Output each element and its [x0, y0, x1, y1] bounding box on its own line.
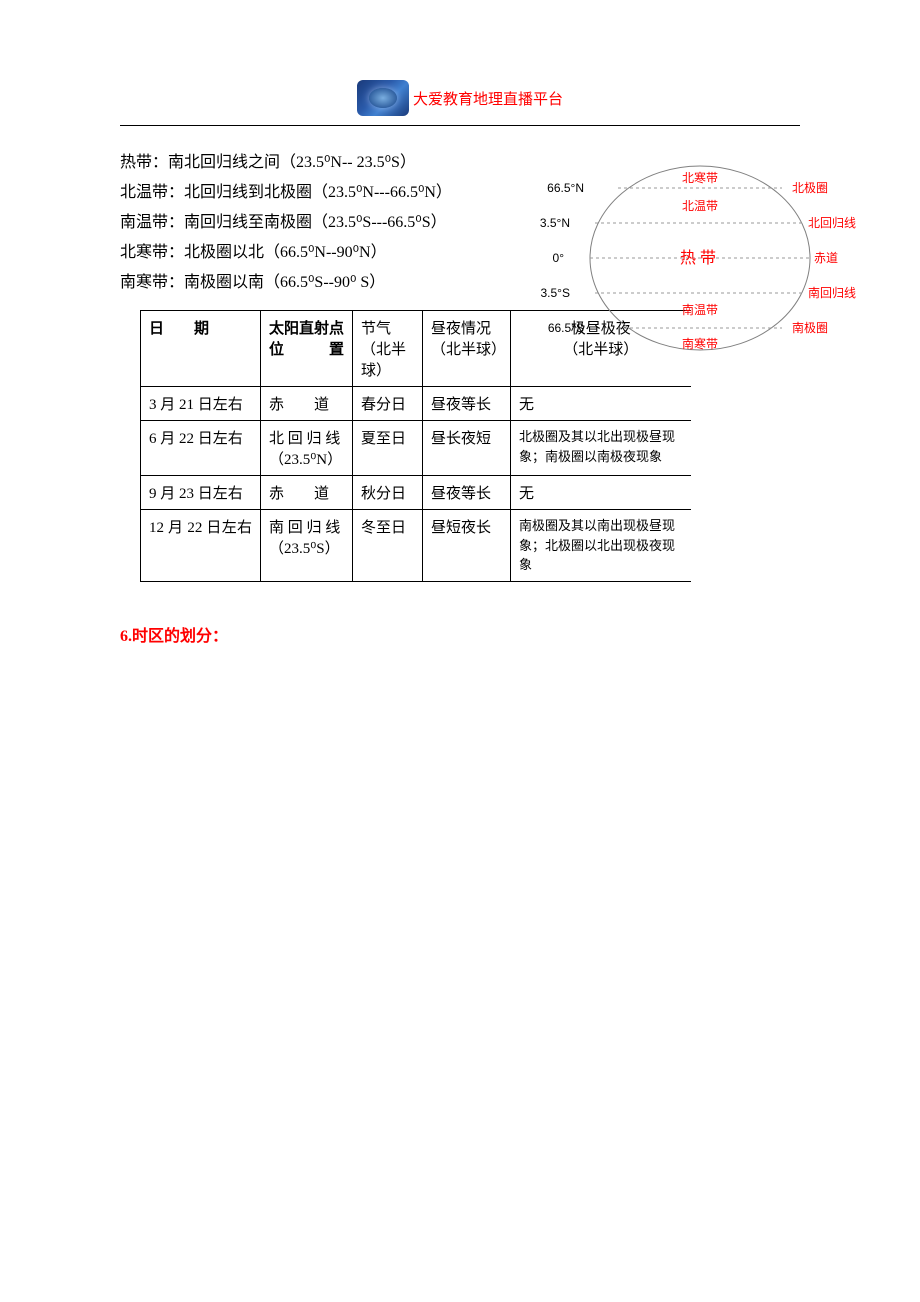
svg-text:23.5°S: 23.5°S [540, 286, 570, 300]
header-term: 节气 （北半球） [353, 311, 423, 387]
header-title: 大爱教育地理直播平台 [413, 88, 563, 109]
section-6-title: 6.时区的划分： [120, 622, 800, 646]
content-area: 热带：南北回归线之间（23.5⁰N-- 23.5⁰S） 北温带：北回归线到北极圈… [120, 148, 800, 646]
svg-text:热带: 热带 [680, 249, 720, 267]
svg-text:南温带: 南温带 [682, 302, 718, 317]
cell-daynight: 昼夜等长 [423, 476, 511, 510]
svg-text:南寒带: 南寒带 [682, 336, 718, 351]
cell-date: 6 月 22 日左右 [141, 421, 261, 476]
svg-text:南回归线: 南回归线 [808, 285, 856, 300]
cell-term: 夏至日 [353, 421, 423, 476]
svg-text:23.5°N: 23.5°N [540, 216, 570, 230]
globe-zones-diagram: 66.5°N 23.5°N 0° 23.5°S 66.5°S 北寒带 北温带 热… [540, 158, 860, 358]
cell-term: 冬至日 [353, 510, 423, 582]
cell-polar: 无 [511, 476, 691, 510]
page-header: 大爱教育地理直播平台 [0, 0, 920, 136]
header-daynight: 昼夜情况 （北半球） [423, 311, 511, 387]
table-row: 6 月 22 日左右 北 回 归 线 （23.5⁰N） 夏至日 昼长夜短 北极圈… [141, 421, 691, 476]
cell-subsolar: 南 回 归 线 （23.5⁰S） [261, 510, 353, 582]
svg-text:北温带: 北温带 [682, 199, 718, 213]
header-cell-text: 昼夜情况 [431, 317, 502, 338]
svg-text:66.5°N: 66.5°N [547, 181, 584, 195]
cell-text: （23.5⁰S） [269, 537, 344, 558]
header-cell-text: 节气 [361, 317, 414, 338]
cell-daynight: 昼长夜短 [423, 421, 511, 476]
cell-date: 12 月 22 日左右 [141, 510, 261, 582]
cell-subsolar: 北 回 归 线 （23.5⁰N） [261, 421, 353, 476]
header-cell-text: （北半球） [431, 338, 502, 359]
svg-text:66.5°S: 66.5°S [548, 321, 584, 335]
svg-text:0°: 0° [553, 251, 565, 265]
cell-date: 9 月 23 日左右 [141, 476, 261, 510]
table-row: 9 月 23 日左右 赤 道 秋分日 昼夜等长 无 [141, 476, 691, 510]
cell-text: 南 回 归 线 [269, 516, 344, 537]
cell-text: 北 回 归 线 [269, 427, 344, 448]
cell-date: 3 月 21 日左右 [141, 387, 261, 421]
header-cell-text: （北半球） [361, 338, 414, 380]
svg-text:南极圈: 南极圈 [792, 320, 828, 335]
cell-polar: 无 [511, 387, 691, 421]
cell-text: 12 月 22 日左右 [149, 516, 252, 537]
cell-subsolar: 赤 道 [261, 476, 353, 510]
cell-daynight: 昼短夜长 [423, 510, 511, 582]
cell-polar: 南极圈及其以南出现极昼现象；北极圈以北出现极夜现象 [511, 510, 691, 582]
header-date: 日 期 [141, 311, 261, 387]
svg-text:北寒带: 北寒带 [682, 170, 718, 185]
svg-text:北极圈: 北极圈 [792, 181, 828, 195]
header-subsolar: 太阳直射点 位置 [261, 311, 353, 387]
cell-text: （23.5⁰N） [269, 448, 344, 469]
table-row: 3 月 21 日左右 赤 道 春分日 昼夜等长 无 [141, 387, 691, 421]
globe-logo-icon [357, 80, 409, 116]
svg-text:赤道: 赤道 [814, 251, 838, 265]
header-content: 大爱教育地理直播平台 [357, 80, 563, 116]
header-underline [120, 125, 800, 126]
cell-daynight: 昼夜等长 [423, 387, 511, 421]
svg-text:北回归线: 北回归线 [808, 216, 856, 230]
cell-subsolar: 赤 道 [261, 387, 353, 421]
table-row: 12 月 22 日左右 南 回 归 线 （23.5⁰S） 冬至日 昼短夜长 南极… [141, 510, 691, 582]
cell-term: 春分日 [353, 387, 423, 421]
header-cell-text: 日 期 [149, 321, 209, 337]
cell-term: 秋分日 [353, 476, 423, 510]
cell-polar: 北极圈及其以北出现极昼现象；南极圈以南极夜现象 [511, 421, 691, 476]
header-cell-text: 太阳直射点 [269, 317, 344, 338]
header-cell-text: 位置 [269, 338, 344, 359]
